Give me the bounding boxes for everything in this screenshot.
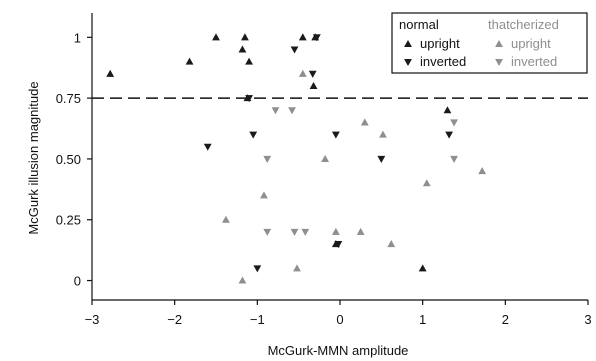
normal-upright-point bbox=[443, 106, 452, 114]
normal-inverted-point bbox=[249, 131, 258, 139]
thatcherized-upright-point bbox=[293, 264, 301, 272]
thatcherized-upright-point bbox=[260, 191, 268, 199]
thatcherized-inverted-point bbox=[290, 228, 299, 236]
thatcherized-upright-point bbox=[360, 118, 369, 126]
x-tick-label: 3 bbox=[584, 312, 591, 327]
normal-inverted-point bbox=[377, 155, 386, 163]
data-points bbox=[106, 33, 487, 284]
legend-marker-thatcherized-inverted bbox=[495, 58, 503, 67]
x-tick-label: −3 bbox=[85, 312, 100, 327]
thatcherized-upright-point bbox=[298, 69, 307, 77]
normal-inverted-point bbox=[334, 241, 343, 249]
thatcherized-upright-point bbox=[379, 130, 387, 138]
thatcherized-inverted-point bbox=[301, 228, 310, 236]
y-tick-label: 0.50 bbox=[56, 152, 81, 167]
normal-inverted-point bbox=[253, 265, 262, 273]
y-tick-label: 0 bbox=[74, 274, 81, 289]
x-axis-ticks: −3 −2 −1 0 1 2 3 bbox=[85, 300, 592, 327]
thatcherized-inverted-point bbox=[263, 228, 272, 236]
normal-upright-point bbox=[241, 33, 249, 41]
normal-upright-point bbox=[418, 264, 427, 272]
x-tick-label: −2 bbox=[167, 312, 182, 327]
thatcherized-upright-point bbox=[478, 167, 487, 175]
thatcherized-inverted-point bbox=[263, 155, 272, 163]
normal-inverted-point bbox=[331, 131, 340, 139]
legend-marker-normal-inverted bbox=[404, 58, 412, 67]
normal-upright-point bbox=[245, 57, 253, 65]
thatcherized-inverted-point bbox=[271, 107, 280, 115]
legend-label-thatcherized-upright: upright bbox=[511, 36, 551, 51]
legend-label-normal-inverted: inverted bbox=[420, 54, 466, 69]
normal-upright-point bbox=[185, 57, 194, 65]
legend-marker-thatcherized-upright bbox=[495, 39, 503, 48]
thatcherized-upright-point bbox=[331, 227, 340, 235]
thatcherized-upright-point bbox=[422, 179, 431, 187]
thatcherized-inverted-point bbox=[450, 155, 458, 163]
x-axis-title: McGurk-MMN amplitude bbox=[268, 343, 409, 358]
thatcherized-upright-point bbox=[356, 227, 365, 235]
normal-upright-point bbox=[212, 33, 220, 41]
x-tick-label: 0 bbox=[336, 312, 343, 327]
legend-group-title-thatcherized: thatcherized bbox=[488, 17, 559, 32]
legend-box bbox=[391, 12, 588, 74]
thatcherized-inverted-point bbox=[288, 107, 296, 115]
normal-inverted-point bbox=[245, 95, 253, 103]
normal-upright-point bbox=[106, 69, 115, 77]
normal-inverted-point bbox=[203, 143, 212, 151]
normal-inverted-point bbox=[312, 34, 321, 42]
legend: normal thatcherized upright inverted upr… bbox=[391, 12, 588, 74]
normal-inverted-point bbox=[308, 70, 317, 78]
y-tick-label: 1 bbox=[74, 30, 81, 45]
y-axis-ticks: 0 0.25 0.50 0.75 1 bbox=[56, 30, 92, 289]
legend-marker-normal-upright bbox=[404, 39, 412, 48]
y-tick-label: 0.75 bbox=[56, 91, 81, 106]
normal-inverted-point bbox=[290, 46, 299, 54]
thatcherized-upright-point bbox=[387, 240, 396, 248]
thatcherized-upright-point bbox=[222, 215, 230, 223]
thatcherized-upright-point bbox=[321, 154, 330, 162]
normal-upright-point bbox=[309, 81, 318, 89]
normal-upright-point bbox=[238, 45, 247, 53]
x-tick-label: 1 bbox=[419, 312, 426, 327]
thatcherized-upright-point bbox=[238, 276, 247, 284]
legend-group-title-normal: normal bbox=[399, 17, 439, 32]
normal-upright-point bbox=[298, 33, 307, 41]
x-tick-label: −1 bbox=[250, 312, 265, 327]
y-tick-label: 0.25 bbox=[56, 213, 81, 228]
legend-label-thatcherized-inverted: inverted bbox=[511, 54, 557, 69]
x-tick-label: 2 bbox=[502, 312, 509, 327]
legend-label-normal-upright: upright bbox=[420, 36, 460, 51]
normal-inverted-point bbox=[445, 131, 454, 139]
thatcherized-inverted-point bbox=[450, 119, 458, 127]
y-axis-title: McGurk illusion magnitude bbox=[26, 81, 41, 234]
